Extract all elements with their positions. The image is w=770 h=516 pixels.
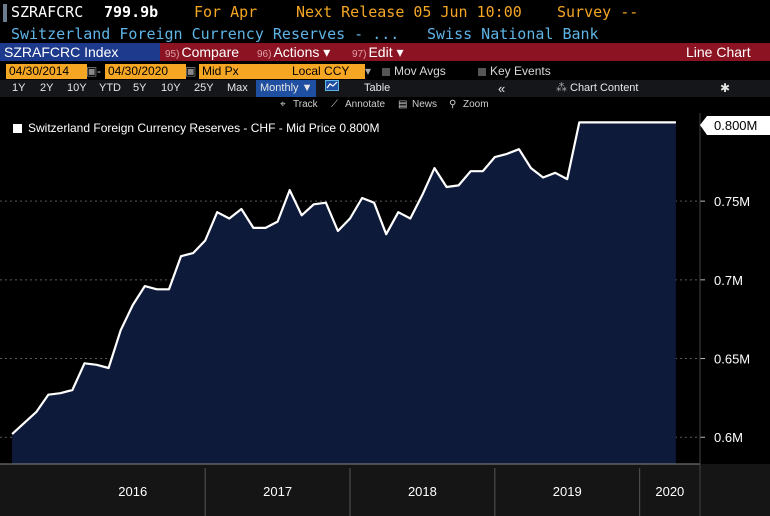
- start-date-input[interactable]: 04/30/2014: [6, 64, 87, 79]
- chart-type-label: Line Chart: [686, 44, 751, 60]
- compare-num: 95): [165, 49, 180, 60]
- next-release: Next Release 05 Jun 10:00: [296, 3, 522, 21]
- legend-swatch: [13, 124, 22, 133]
- security-name: Switzerland Foreign Currency Reserves - …: [11, 25, 400, 43]
- zoom-label[interactable]: Zoom: [463, 99, 489, 110]
- chart-content-icon: ⁂: [556, 82, 567, 94]
- line-chart[interactable]: 0.6M 0.65M 0.7M 0.75M 2016 2017 2018 2019 2020: [0, 113, 770, 516]
- calendar-icon[interactable]: ▣: [86, 64, 98, 78]
- range-5y[interactable]: 5Y: [133, 82, 147, 94]
- chart-content-button[interactable]: Chart Content: [570, 82, 639, 94]
- checkbox-icon[interactable]: [382, 67, 390, 76]
- last-value-label: 0.800M: [714, 118, 758, 133]
- frequency-select[interactable]: Monthly ▼: [256, 80, 317, 97]
- range-10y-b[interactable]: 10Y: [161, 82, 181, 94]
- edit-chevron-icon: ▾: [392, 44, 404, 60]
- x-tick-label: 2020: [655, 484, 684, 499]
- data-source: Swiss National Bank: [427, 25, 599, 43]
- key-events-toggle[interactable]: Key Events: [478, 64, 551, 79]
- news-label[interactable]: News: [412, 99, 438, 110]
- y-axis: 0.6M 0.65M 0.7M 0.75M: [700, 194, 750, 445]
- annotate-label[interactable]: Annotate: [345, 99, 386, 110]
- chart-area: [11, 121, 676, 465]
- end-date-input[interactable]: 04/30/2020: [105, 64, 186, 79]
- gear-icon[interactable]: ✱: [720, 81, 731, 95]
- news-icon[interactable]: ▤: [398, 99, 408, 110]
- edit-num: 97): [352, 49, 367, 60]
- chart-icon[interactable]: [325, 80, 339, 97]
- range-bar: 1Y 2Y 10Y YTD 5Y 10Y 25Y Max Monthly ▼ T…: [0, 80, 770, 97]
- zoom-icon[interactable]: ⚲: [449, 99, 457, 110]
- actions-chevron-icon: ▾: [319, 44, 331, 60]
- series-area: [12, 122, 676, 465]
- collapse-icon[interactable]: «: [498, 81, 506, 96]
- calendar-icon[interactable]: ▣: [185, 64, 197, 78]
- inputs-row: 04/30/2014 ▣ - 04/30/2020 ▣ Mid Px Local…: [0, 63, 770, 80]
- legend-entry: Switzerland Foreign Currency Reserves - …: [28, 121, 380, 135]
- header-row-name: Switzerland Foreign Currency Reserves - …: [0, 24, 770, 44]
- x-tick-label: 2018: [408, 484, 437, 499]
- frequency-label: Monthly: [260, 82, 299, 94]
- range-2y[interactable]: 2Y: [40, 82, 54, 94]
- x-tick-label: 2016: [118, 484, 147, 499]
- field-select[interactable]: Mid Px: [199, 64, 289, 79]
- last-value-pointer: [700, 116, 707, 135]
- actions-button[interactable]: 96) Actions ▾: [252, 43, 336, 61]
- track-icon[interactable]: ⌖: [280, 99, 286, 110]
- chart-tools: ⌖ Track ⟋ Annotate ▤ News ⚲ Zoom: [0, 97, 770, 113]
- mov-avgs-label: Mov Avgs: [394, 64, 446, 78]
- range-ytd[interactable]: YTD: [99, 82, 121, 94]
- x-axis-band: [0, 464, 770, 516]
- edit-label: Edit: [368, 44, 393, 60]
- for-period: For Apr: [194, 3, 258, 21]
- last-value-badge: 0.800M: [707, 116, 770, 135]
- checkbox-icon[interactable]: [478, 67, 486, 76]
- edit-button[interactable]: 97) Edit ▾: [347, 43, 409, 61]
- x-axis: 2016 2017 2018 2019 2020: [0, 113, 770, 516]
- y-tick-label: 0.7M: [714, 273, 743, 288]
- table-button[interactable]: Table: [364, 82, 391, 94]
- y-tick-label: 0.6M: [714, 430, 743, 445]
- survey: Survey --: [557, 3, 639, 21]
- currency-select[interactable]: Local CCY: [289, 64, 365, 79]
- index-label[interactable]: SZRAFCRC Index: [0, 43, 161, 61]
- compare-label: Compare: [181, 44, 240, 60]
- range-max[interactable]: Max: [227, 82, 248, 94]
- ticker-marker: [3, 3, 7, 22]
- key-events-label: Key Events: [490, 64, 551, 78]
- actions-label: Actions: [273, 44, 320, 60]
- range-25y[interactable]: 25Y: [194, 82, 214, 94]
- currency-dropdown-icon[interactable]: ▾: [365, 64, 372, 78]
- mov-avgs-toggle[interactable]: Mov Avgs: [382, 64, 446, 79]
- frequency-chevron-icon: ▼: [301, 82, 313, 94]
- x-tick-label: 2017: [263, 484, 292, 499]
- range-10y[interactable]: 10Y: [67, 82, 87, 94]
- range-1y[interactable]: 1Y: [12, 82, 26, 94]
- header-row-quote: SZRAFCRC 799.9b For Apr Next Release 05 …: [0, 0, 770, 24]
- compare-button[interactable]: 95) Compare: [160, 43, 245, 61]
- series-line: [11, 121, 676, 435]
- track-label[interactable]: Track: [293, 99, 318, 110]
- toolbar: SZRAFCRC Index 95) Compare 96) Actions ▾ 9…: [0, 42, 770, 62]
- date-separator: -: [97, 64, 101, 78]
- y-tick-label: 0.65M: [714, 352, 750, 367]
- latest-value: 799.9b: [104, 3, 159, 21]
- actions-num: 96): [257, 49, 272, 60]
- annotate-icon[interactable]: ⟋: [331, 99, 338, 110]
- x-tick-label: 2019: [553, 484, 582, 499]
- y-tick-label: 0.75M: [714, 194, 750, 209]
- ticker[interactable]: SZRAFCRC: [11, 3, 84, 21]
